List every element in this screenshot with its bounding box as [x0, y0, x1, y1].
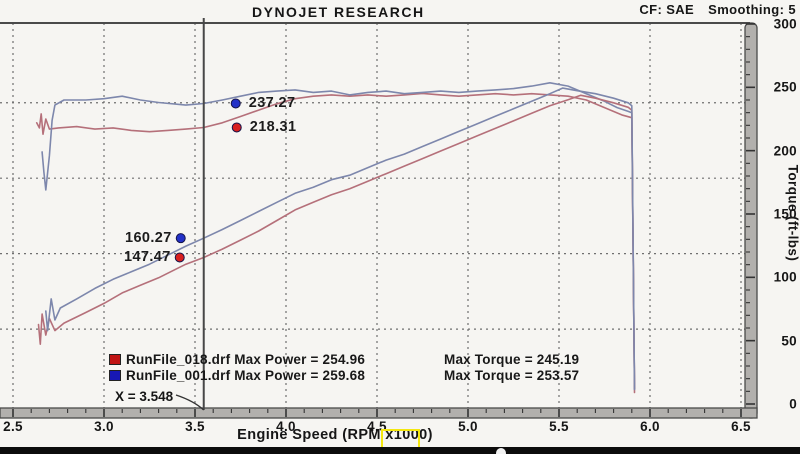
- rpm-tick-label: 4.0: [276, 419, 296, 434]
- axis-bars: [0, 22, 758, 419]
- torque-tick-label: 300: [773, 16, 797, 32]
- cursor-leader-line: [175, 394, 205, 411]
- correction-settings: CF: SAE Smoothing: 5: [639, 2, 796, 17]
- cursor-value-label: 218.31: [249, 119, 297, 136]
- cursor-x-readout: X = 3.548: [115, 389, 174, 404]
- torque-axis-bar: [744, 22, 758, 419]
- rpm-axis-bar: [0, 407, 758, 419]
- axis-ticks: [12, 23, 755, 417]
- legend-row: RunFile_018.drf Max Power = 254.96 Max To…: [109, 351, 579, 367]
- rpm-tick-label: 2.5: [3, 419, 23, 434]
- page-title: DYNOJET RESEARCH: [252, 4, 425, 20]
- torque-tick-label: 200: [773, 143, 797, 159]
- rpm-tick-label: 3.5: [185, 419, 205, 434]
- video-seek-bar[interactable]: [0, 447, 800, 454]
- legend-swatch-icon: [109, 369, 121, 381]
- curve-power-018: [37, 94, 636, 394]
- legend-max-torque: Max Torque = 245.19: [444, 351, 580, 367]
- cursor-value-label: 147.47: [123, 249, 171, 266]
- dyno-curves: [35, 82, 636, 394]
- cursor-dot-ft-lbs-237.27: [230, 98, 241, 109]
- rpm-tick-label: 3.0: [94, 419, 114, 434]
- cursor-dot-ft-lbs-218.31: [231, 122, 242, 133]
- torque-tick-label: 150: [773, 206, 797, 222]
- torque-tick-label: 250: [773, 79, 797, 95]
- cursor-markers: [174, 98, 242, 263]
- legend-row: RunFile_001.drf Max Power = 259.68 Max To…: [109, 367, 579, 383]
- curve-power-001: [44, 87, 636, 391]
- rpm-tick-label: 5.5: [549, 419, 569, 434]
- cf-label: CF: SAE: [639, 2, 695, 17]
- cursor-line-group: [175, 18, 205, 411]
- cursor-dot-hp-147.47: [174, 252, 185, 263]
- rpm-tick-label: 6.5: [731, 419, 751, 434]
- torque-tick-label: 50: [781, 333, 797, 349]
- curve-torque-018: [35, 92, 636, 390]
- rpm-tick-label: 6.0: [640, 419, 660, 434]
- legend-file-and-power: RunFile_001.drf Max Power = 259.68: [126, 367, 366, 383]
- cursor-value-label: 160.27: [124, 230, 172, 247]
- cursor-dot-hp-160.27: [175, 233, 186, 244]
- torque-tick-label: 100: [773, 269, 797, 285]
- legend: RunFile_018.drf Max Power = 254.96 Max To…: [109, 351, 579, 383]
- curve-torque-001: [41, 82, 636, 390]
- legend-swatch-icon: [109, 353, 121, 365]
- rpm-tick-label: 5.0: [458, 419, 478, 434]
- legend-file-and-power: RunFile_018.drf Max Power = 254.96: [126, 351, 366, 367]
- legend-max-torque: Max Torque = 253.57: [444, 367, 580, 383]
- video-progress-dot[interactable]: [496, 448, 506, 454]
- cursor-value-label: 237.27: [248, 95, 296, 112]
- torque-tick-label: 0: [789, 396, 797, 412]
- rpm-axis-title: Engine Speed (RPM x1000): [237, 427, 433, 443]
- smoothing-label: Smoothing: 5: [708, 2, 796, 17]
- torque-axis-title: Torque (ft-lbs): [785, 164, 800, 262]
